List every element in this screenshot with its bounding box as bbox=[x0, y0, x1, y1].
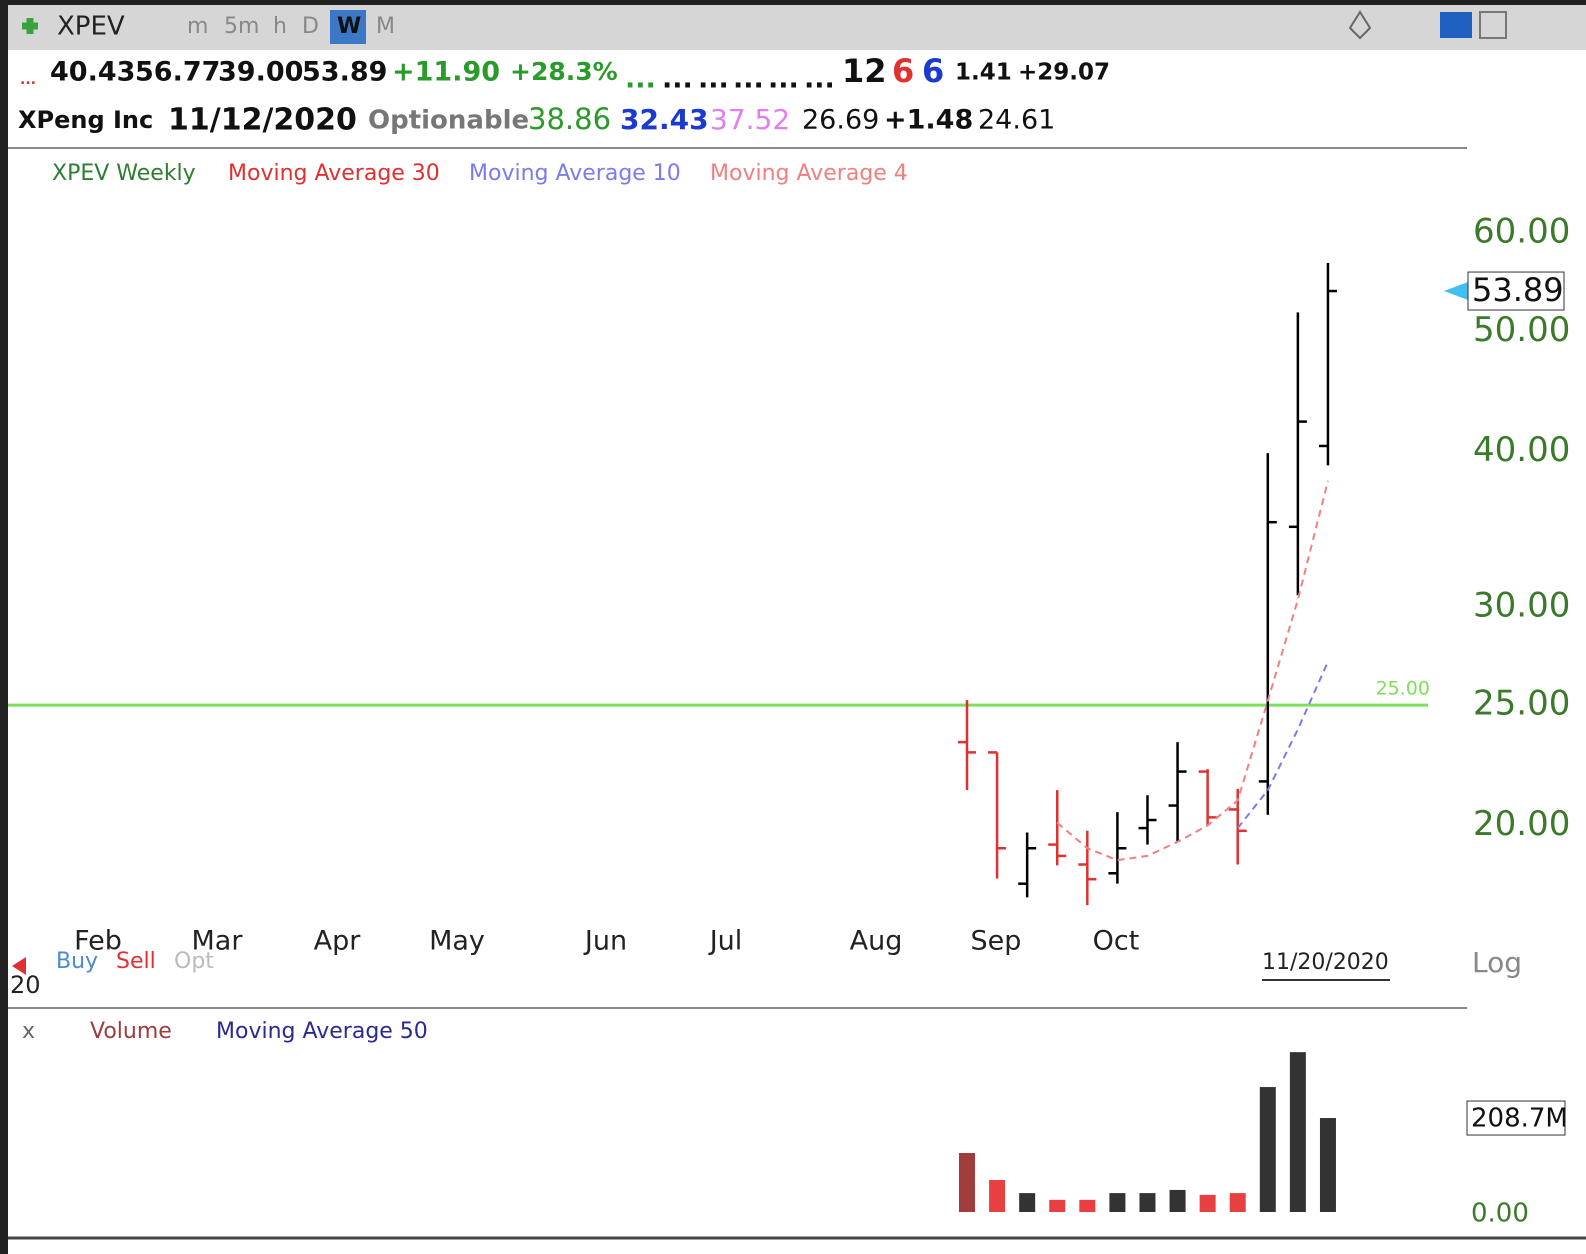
quote-value: ... bbox=[625, 64, 656, 95]
quote-value: Optionable bbox=[368, 106, 529, 136]
star-icon[interactable] bbox=[1348, 10, 1372, 40]
legend-entry[interactable]: Moving Average 10 bbox=[469, 161, 681, 186]
x-tick-label: Apr bbox=[314, 926, 362, 957]
y-tick-label: 50.00 bbox=[1473, 310, 1570, 350]
volume-bar bbox=[1049, 1199, 1066, 1212]
volume-bar bbox=[1019, 1193, 1036, 1212]
quote-value: 6 bbox=[922, 52, 944, 90]
top-border bbox=[0, 0, 1586, 5]
reference-label: 25.00 bbox=[1376, 678, 1430, 700]
trade-button[interactable]: Sell bbox=[116, 949, 156, 974]
quote-value: 32.43 bbox=[620, 103, 709, 136]
y-tick-label: 30.00 bbox=[1473, 585, 1570, 625]
y-tick-label: 25.00 bbox=[1473, 684, 1570, 724]
quote-value: +28.3% bbox=[510, 57, 618, 86]
symbol[interactable]: XPEV bbox=[57, 12, 125, 42]
y-tick-label: 208.7M bbox=[1471, 1104, 1568, 1134]
volume-bar bbox=[1079, 1199, 1096, 1212]
interval-button[interactable]: m bbox=[187, 14, 208, 39]
legend-entry[interactable]: Moving Average 30 bbox=[228, 161, 440, 186]
save-icon[interactable] bbox=[1479, 11, 1507, 39]
quote-value: ... bbox=[698, 64, 729, 95]
trade-button[interactable]: Buy bbox=[56, 949, 98, 974]
volume-bar bbox=[1139, 1193, 1156, 1212]
date-label: 11/20/2020 bbox=[1262, 950, 1389, 975]
interval-button[interactable]: D bbox=[302, 14, 319, 39]
quote-value: 12 bbox=[842, 52, 887, 90]
volume-bar bbox=[1319, 1118, 1336, 1212]
interval-button[interactable]: 5m bbox=[224, 14, 259, 39]
quote-value: 26.69 bbox=[802, 105, 879, 136]
volume-bar bbox=[1199, 1194, 1216, 1212]
add-icon[interactable] bbox=[22, 18, 38, 34]
volume-tag-box bbox=[1466, 1100, 1566, 1136]
x-tick-label: Jun bbox=[583, 926, 627, 957]
last-price-label: 53.89 bbox=[1472, 271, 1564, 309]
quote-value: 38.86 bbox=[528, 102, 611, 136]
interval-button[interactable]: h bbox=[273, 14, 287, 39]
quote-value: 37.52 bbox=[710, 103, 790, 136]
legend-entry[interactable]: x bbox=[22, 1019, 35, 1044]
quote-value: +29.07 bbox=[1018, 60, 1110, 86]
y-tick-label: 20.00 bbox=[1473, 804, 1570, 844]
legend-entry[interactable]: Moving Average 50 bbox=[216, 1019, 428, 1044]
quote-value: 53.89 bbox=[302, 57, 387, 88]
quote-value: 11/12/2020 bbox=[168, 103, 357, 138]
quote-value: ... bbox=[804, 64, 835, 95]
last-price-pointer bbox=[1444, 282, 1468, 301]
quote-value: 40.43 bbox=[50, 57, 135, 88]
legend-entry[interactable]: XPEV Weekly bbox=[52, 161, 196, 186]
y-tick-label: 40.00 bbox=[1473, 430, 1570, 470]
quote-value: XPeng Inc bbox=[18, 106, 153, 134]
interval-button[interactable]: M bbox=[376, 14, 395, 39]
x-tick-label: Jul bbox=[708, 926, 743, 957]
interval-button[interactable]: W bbox=[337, 14, 361, 39]
quote-value: 56.77 bbox=[135, 57, 220, 88]
quote-value: 1.41 bbox=[955, 60, 1012, 86]
y-tick-label: 0.00 bbox=[1471, 1199, 1529, 1229]
x-tick-label: Feb bbox=[74, 926, 122, 957]
volume-bar bbox=[1289, 1052, 1306, 1212]
s-button[interactable] bbox=[1440, 12, 1472, 38]
left-border bbox=[0, 0, 8, 1254]
legend-entry[interactable]: Volume bbox=[90, 1019, 172, 1044]
active-interval bbox=[330, 10, 366, 44]
x-tick-label: Sep bbox=[971, 926, 1022, 957]
toolbar bbox=[0, 0, 1586, 50]
y-tick-label: 60.00 bbox=[1473, 212, 1570, 252]
quote-value: ... bbox=[20, 72, 36, 88]
legend-entry[interactable]: Moving Average 4 bbox=[710, 161, 908, 186]
volume-bar bbox=[1259, 1087, 1276, 1212]
x-tick-label: Aug bbox=[850, 926, 903, 957]
scale-toggle[interactable]: Log bbox=[1472, 946, 1522, 979]
quote-value: ... bbox=[768, 64, 799, 95]
quote-value: ... bbox=[733, 64, 764, 95]
quote-value: 39.00 bbox=[218, 57, 303, 88]
volume-bar bbox=[959, 1153, 975, 1212]
quote-value: +1.48 bbox=[884, 105, 973, 136]
volume-bar bbox=[1109, 1193, 1126, 1212]
x-tick-label: Mar bbox=[192, 926, 244, 957]
last-price-box bbox=[1467, 271, 1565, 311]
quote-value: +11.90 bbox=[392, 57, 500, 88]
moving-average-line bbox=[1236, 661, 1329, 829]
quote-value: 6 bbox=[892, 52, 914, 90]
trade-arrow bbox=[12, 957, 26, 975]
quote-value: ... bbox=[662, 64, 693, 95]
volume-bar bbox=[989, 1180, 1006, 1212]
quote-value: 24.61 bbox=[978, 105, 1055, 136]
volume-bar bbox=[1229, 1193, 1246, 1212]
moving-average-line bbox=[1056, 480, 1329, 862]
year-label: 20 bbox=[10, 971, 41, 999]
x-tick-label: May bbox=[429, 926, 485, 957]
trade-button[interactable]: Opt bbox=[174, 949, 214, 974]
volume-bar bbox=[1169, 1189, 1186, 1212]
x-tick-label: Oct bbox=[1093, 926, 1140, 957]
